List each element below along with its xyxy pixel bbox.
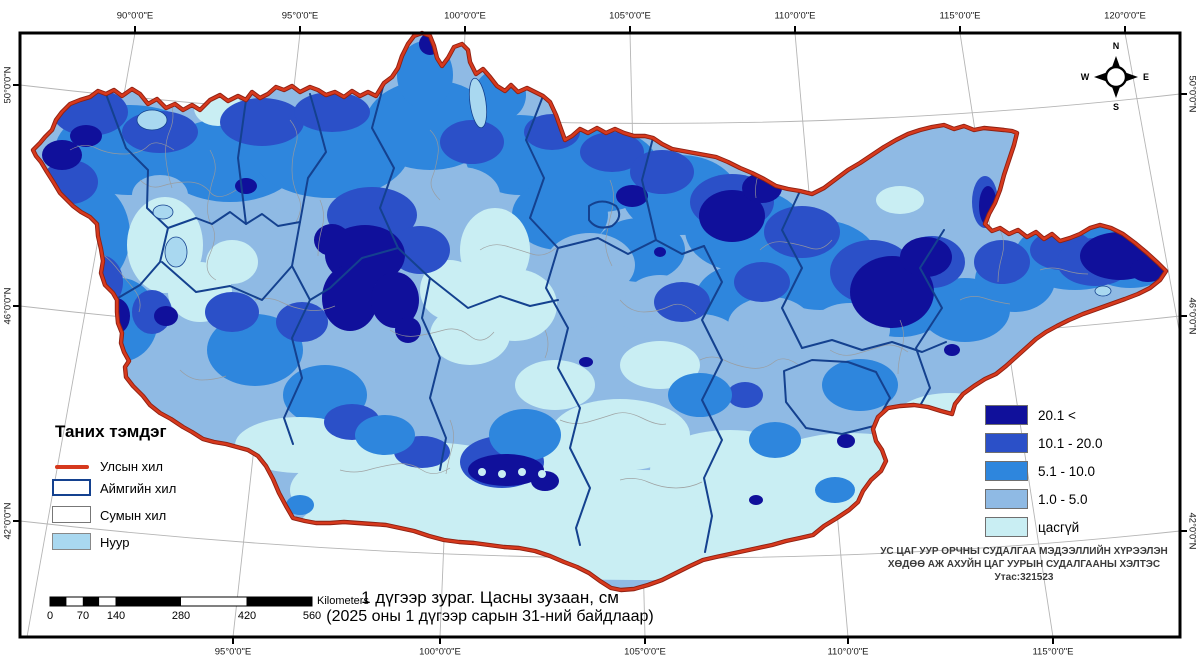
lake-khyargas bbox=[152, 204, 174, 220]
class-swatch-no-snow bbox=[985, 517, 1028, 537]
scale-tick-label: 280 bbox=[171, 610, 191, 622]
lake-uvs bbox=[136, 109, 168, 131]
legend-item-label: Нуур bbox=[100, 535, 130, 550]
lake-khar-us bbox=[164, 236, 188, 268]
scale-tick-label: 560 bbox=[302, 610, 322, 622]
axis-label-top: 95°0'0"E bbox=[281, 10, 319, 22]
class-label: 5.1 - 10.0 bbox=[1038, 464, 1096, 479]
compass-e-label: E bbox=[1142, 72, 1150, 82]
compass-rose-icon bbox=[1094, 56, 1138, 98]
map-title-line1: 1 дүгээр зураг. Цасны зузаан, см bbox=[361, 588, 619, 607]
scale-tick-label: 70 bbox=[76, 610, 90, 622]
axis-label-left: 46°0'0"N bbox=[2, 287, 14, 325]
legend-title: Таних тэмдэг bbox=[55, 422, 167, 441]
map-frame bbox=[13, 26, 1187, 644]
class-label: цасгүй bbox=[1038, 520, 1080, 535]
class-swatch-10-20 bbox=[985, 433, 1028, 453]
aimag-border-symbol bbox=[52, 479, 91, 496]
scale-tick-label: 0 bbox=[46, 610, 54, 622]
scale-unit-label: Kilometers bbox=[317, 595, 369, 607]
national-border-symbol bbox=[55, 465, 89, 469]
axis-label-top: 100°0'0"E bbox=[444, 10, 486, 22]
no-snow-dots bbox=[478, 468, 546, 478]
axis-label-bottom: 110°0'0"E bbox=[827, 646, 869, 658]
axis-label-top: 90°0'0"E bbox=[116, 10, 154, 22]
compass-n-label: N bbox=[1112, 41, 1120, 51]
axis-label-left: 50°0'0"N bbox=[2, 66, 14, 104]
axis-label-top: 115°0'0"E bbox=[939, 10, 981, 22]
attribution-line2: ХӨДӨӨ АЖ АХУЙН ЦАГ УУРЫН СУДАЛГААНЫ ХЭЛТ… bbox=[887, 559, 1161, 570]
class-swatch-5-10 bbox=[985, 461, 1028, 481]
axis-label-bottom: 115°0'0"E bbox=[1032, 646, 1074, 658]
lake-khovsgol bbox=[468, 77, 488, 129]
attribution-line1: УС ЦАГ УУР ОРЧНЫ СУДАЛГАА МЭДЭЭЛЛИЙН ХҮР… bbox=[880, 546, 1168, 557]
scale-tick-label: 420 bbox=[237, 610, 257, 622]
scale-tick-label: 140 bbox=[106, 610, 126, 622]
axis-label-right: 42°0'0"N bbox=[1186, 512, 1198, 550]
sum-boundaries bbox=[69, 99, 1089, 489]
compass-w-label: W bbox=[1080, 72, 1090, 82]
class-swatch-1-5 bbox=[985, 489, 1028, 509]
axis-label-top: 105°0'0"E bbox=[609, 10, 651, 22]
class-label: 1.0 - 5.0 bbox=[1038, 492, 1088, 507]
map-title-line2: (2025 оны 1 дүгээр сарын 31-ний байдлаар… bbox=[326, 608, 654, 625]
legend-item-label: Сумын хил bbox=[100, 508, 167, 523]
lake-symbol bbox=[52, 533, 91, 550]
axis-label-top: 110°0'0"E bbox=[774, 10, 816, 22]
frame-ticks bbox=[13, 26, 1187, 644]
axis-label-bottom: 105°0'0"E bbox=[624, 646, 666, 658]
axis-label-right: 50°0'0"N bbox=[1186, 75, 1198, 113]
lakes bbox=[136, 77, 1112, 297]
legend-item-label: Улсын хил bbox=[100, 459, 163, 474]
axis-label-left: 42°0'0"N bbox=[2, 502, 14, 540]
axis-label-right: 46°0'0"N bbox=[1186, 297, 1198, 335]
class-label: 20.1 < bbox=[1038, 408, 1076, 423]
axis-label-bottom: 95°0'0"E bbox=[214, 646, 252, 658]
lake-buir bbox=[1094, 285, 1112, 297]
compass-s-label: S bbox=[1112, 102, 1120, 112]
attribution-line3: Утас:321523 bbox=[994, 572, 1054, 583]
axis-label-bottom: 100°0'0"E bbox=[419, 646, 461, 658]
legend-item-label: Аймгийн хил bbox=[100, 481, 177, 496]
axis-label-top: 120°0'0"E bbox=[1104, 10, 1146, 22]
class-swatch-20-plus bbox=[985, 405, 1028, 425]
scale-bar bbox=[49, 596, 313, 607]
class-label: 10.1 - 20.0 bbox=[1038, 436, 1103, 451]
sum-border-symbol bbox=[52, 506, 91, 523]
